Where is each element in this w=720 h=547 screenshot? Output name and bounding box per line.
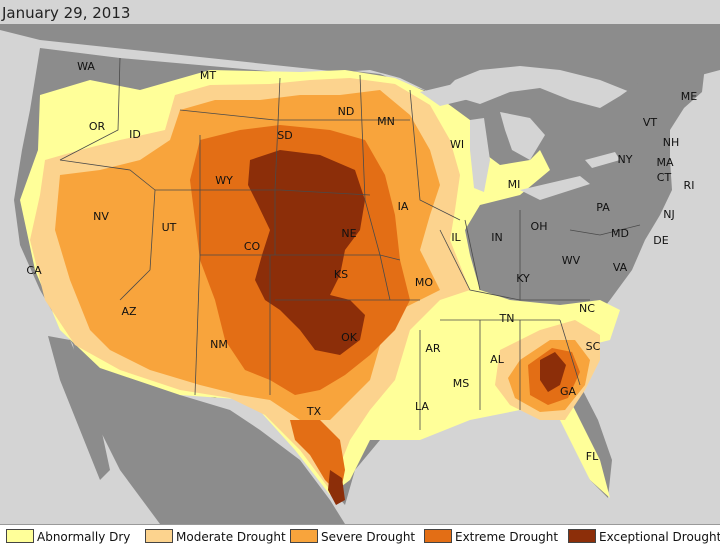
state-label-tx: TX xyxy=(306,405,322,418)
state-label-wy: WY xyxy=(215,174,233,187)
legend-item-d1: Moderate Drought xyxy=(145,529,286,544)
state-label-il: IL xyxy=(451,231,461,244)
state-label-fl: FL xyxy=(586,450,599,463)
state-label-co: CO xyxy=(244,240,261,253)
state-label-sd: SD xyxy=(277,129,292,142)
state-label-va: VA xyxy=(613,261,628,274)
map-date: January 29, 2013 xyxy=(2,4,131,22)
legend-label: Exceptional Drought xyxy=(599,530,720,544)
state-label-de: DE xyxy=(653,234,668,247)
drought-map: WA OR CA NV ID MT WY UT AZ CO NM ND SD N… xyxy=(0,24,720,524)
state-label-or: OR xyxy=(89,120,106,133)
lake-superior xyxy=(420,80,520,106)
legend-swatch xyxy=(290,529,318,543)
state-label-ky: KY xyxy=(516,272,530,285)
state-label-la: LA xyxy=(415,400,429,413)
state-label-wa: WA xyxy=(77,60,95,73)
state-label-al: AL xyxy=(490,353,505,366)
state-label-sc: SC xyxy=(586,340,601,353)
legend-item-d4: Exceptional Drought xyxy=(568,529,720,544)
state-label-tn: TN xyxy=(499,312,515,325)
state-label-nc: NC xyxy=(579,302,595,315)
state-label-wi: WI xyxy=(450,138,464,151)
state-label-ia: IA xyxy=(398,200,409,213)
state-label-ar: AR xyxy=(425,342,441,355)
legend-label: Extreme Drought xyxy=(455,530,559,544)
state-label-id: ID xyxy=(129,128,141,141)
legend-item-d2: Severe Drought xyxy=(290,529,415,544)
state-label-pa: PA xyxy=(596,201,610,214)
state-label-md: MD xyxy=(611,227,629,240)
lake-huron xyxy=(500,112,545,160)
lake-ontario xyxy=(585,152,620,168)
legend-label: Severe Drought xyxy=(321,530,416,544)
state-label-ri: RI xyxy=(684,179,695,192)
state-label-mo: MO xyxy=(415,276,433,289)
state-label-ny: NY xyxy=(618,153,633,166)
state-label-ga: GA xyxy=(560,385,577,398)
legend-item-d3: Extreme Drought xyxy=(424,529,558,544)
legend-swatch xyxy=(145,529,173,543)
state-label-ct: CT xyxy=(657,171,672,184)
state-label-az: AZ xyxy=(121,305,137,318)
canada-land xyxy=(0,24,720,108)
drought-d4-tx xyxy=(328,470,345,505)
baja-land xyxy=(48,336,110,480)
state-label-mn: MN xyxy=(377,115,395,128)
state-label-ca: CA xyxy=(26,264,42,277)
state-label-nm: NM xyxy=(210,338,228,351)
lake-michigan xyxy=(470,118,490,192)
drought-d4-ga xyxy=(540,352,566,392)
state-label-ok: OK xyxy=(341,331,358,344)
legend-label: Abnormally Dry xyxy=(37,530,131,544)
legend-swatch xyxy=(6,529,34,543)
state-borders xyxy=(59,57,641,430)
state-label-ut: UT xyxy=(162,221,177,234)
drought-d4 xyxy=(248,150,365,355)
state-label-nj: NJ xyxy=(663,208,674,221)
state-label-mt: MT xyxy=(200,69,216,82)
lake-erie xyxy=(520,176,590,200)
state-label-ms: MS xyxy=(453,377,469,390)
state-label-ks: KS xyxy=(334,268,348,281)
state-label-nh: NH xyxy=(663,136,680,149)
legend: Abnormally Dry Moderate Drought Severe D… xyxy=(0,524,720,547)
state-label-vt: VT xyxy=(643,116,658,129)
legend-label: Moderate Drought xyxy=(176,530,286,544)
state-label-ma: MA xyxy=(656,156,673,169)
legend-swatch xyxy=(424,529,452,543)
state-label-mi: MI xyxy=(508,178,521,191)
state-label-ne: NE xyxy=(341,227,356,240)
state-label-me: ME xyxy=(681,90,697,103)
legend-item-d0: Abnormally Dry xyxy=(6,529,130,544)
state-label-nv: NV xyxy=(93,210,109,223)
state-label-in: IN xyxy=(491,231,502,244)
state-labels: WA OR CA NV ID MT WY UT AZ CO NM ND SD N… xyxy=(26,60,697,463)
legend-swatch xyxy=(568,529,596,543)
state-label-nd: ND xyxy=(338,105,355,118)
state-label-wv: WV xyxy=(562,254,581,267)
state-label-oh: OH xyxy=(531,220,548,233)
